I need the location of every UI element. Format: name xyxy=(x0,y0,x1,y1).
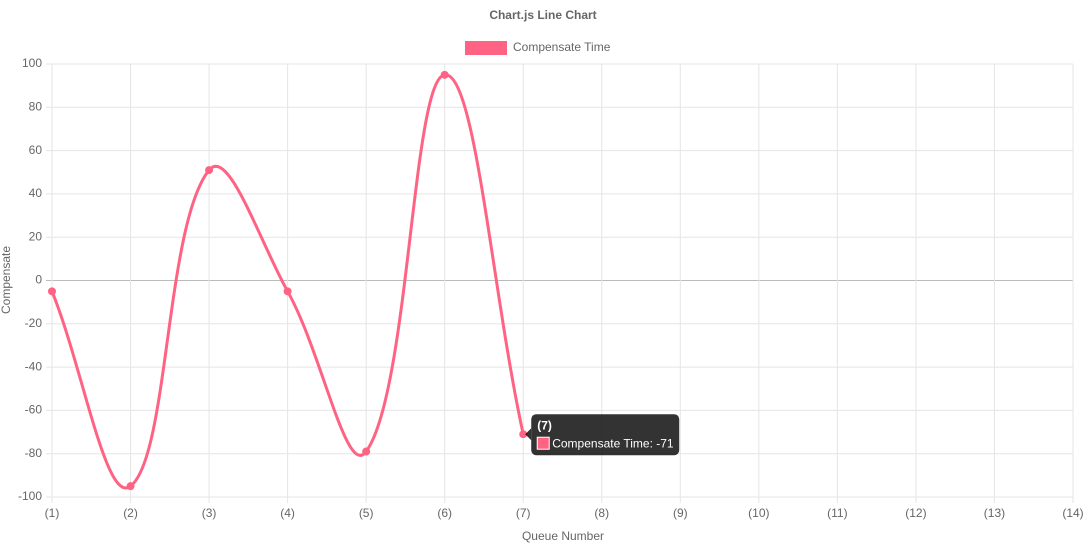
y-tick-label: -80 xyxy=(25,446,43,460)
y-tick-label: -20 xyxy=(25,316,43,330)
y-tick-label: 100 xyxy=(22,56,42,70)
tooltip-swatch xyxy=(536,436,550,450)
x-tick-label: (11) xyxy=(827,506,847,520)
legend-label: Compensate Time xyxy=(513,40,611,54)
x-tick-label: (6) xyxy=(437,506,452,520)
x-tick-label: (5) xyxy=(359,506,374,520)
tooltip-caret xyxy=(525,428,532,441)
x-tick-label: (7) xyxy=(516,506,531,520)
x-axis-title: Queue Number xyxy=(522,529,604,543)
y-tick-label: 40 xyxy=(29,186,43,200)
x-tick-label: (8) xyxy=(594,506,609,520)
y-tick-label: -60 xyxy=(25,403,43,417)
y-tick-label: 60 xyxy=(29,143,43,157)
point xyxy=(205,166,214,175)
x-tick-label: (2) xyxy=(123,506,138,520)
x-tick-label: (9) xyxy=(673,506,688,520)
point xyxy=(126,482,135,491)
x-tick-label: (13) xyxy=(984,506,1005,520)
y-axis-title: Compensate xyxy=(0,246,13,314)
tooltip-title: (7) xyxy=(537,418,552,432)
x-tick-label: (12) xyxy=(905,506,926,520)
x-tick-label: (10) xyxy=(748,506,769,520)
x-tick-label: (4) xyxy=(280,506,295,520)
point xyxy=(48,287,56,296)
y-tick-label: 0 xyxy=(35,273,42,287)
legend-swatch xyxy=(465,41,507,55)
tooltip-label: Compensate Time: -71 xyxy=(552,436,674,450)
tooltip xyxy=(531,414,680,456)
x-tick-label: (3) xyxy=(202,506,217,520)
x-tick-label: (14) xyxy=(1062,506,1083,520)
x-tick-label: (1) xyxy=(45,506,60,520)
y-tick-label: -40 xyxy=(25,359,43,373)
point xyxy=(362,447,371,456)
point xyxy=(440,70,449,79)
y-tick-label: -100 xyxy=(18,489,42,503)
chart-title: Chart.js Line Chart xyxy=(489,8,596,22)
line xyxy=(50,73,525,490)
y-tick-label: 80 xyxy=(29,99,43,113)
y-tick-label: 20 xyxy=(29,229,43,243)
point xyxy=(283,287,292,296)
